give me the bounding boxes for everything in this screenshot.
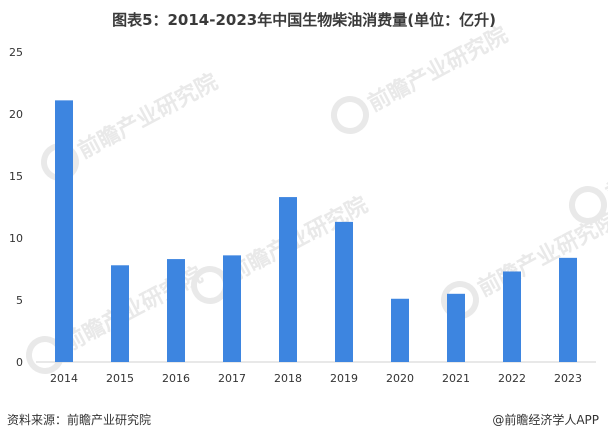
bar-2017 <box>223 255 241 362</box>
x-tick-label: 2016 <box>162 372 190 385</box>
bar-2021 <box>447 293 465 362</box>
bar-2019 <box>335 221 353 362</box>
watermark-text: 前瞻产业研究院 <box>364 22 512 117</box>
x-tick-label: 2019 <box>330 372 358 385</box>
watermark-logo: 前瞻产业研究院 <box>331 22 512 134</box>
bar-2016 <box>167 259 185 362</box>
y-axis: 0 5 10 15 20 25 <box>9 46 23 369</box>
x-tick-label: 2020 <box>386 372 414 385</box>
x-tick-label: 2014 <box>50 372 78 385</box>
bar-2023 <box>559 257 577 362</box>
brand-note: @前瞻经济学人APP <box>492 413 599 427</box>
y-tick-label: 0 <box>16 356 23 369</box>
bar-2018 <box>279 197 297 362</box>
y-tick-label: 15 <box>9 170 23 183</box>
x-tick-label: 2023 <box>554 372 582 385</box>
bar-2020 <box>391 298 409 362</box>
chart-title: 图表5：2014-2023年中国生物柴油消费量(单位：亿升) <box>112 11 496 29</box>
watermark-logo: 前瞻产业研究院 <box>569 112 608 224</box>
source-note: 资料来源：前瞻产业研究院 <box>7 413 152 427</box>
y-tick-label: 5 <box>16 294 23 307</box>
x-tick-label: 2018 <box>274 372 302 385</box>
bar-series <box>55 100 577 363</box>
bar-2022 <box>503 271 521 362</box>
y-tick-label: 25 <box>9 46 23 59</box>
x-axis: 2014 2015 2016 2017 2018 2019 2020 2021 2022 2023 <box>50 372 582 385</box>
bar-2014 <box>55 100 73 363</box>
x-tick-label: 2015 <box>106 372 134 385</box>
y-tick-label: 10 <box>9 232 23 245</box>
x-tick-label: 2021 <box>442 372 470 385</box>
x-tick-label: 2017 <box>218 372 246 385</box>
x-tick-label: 2022 <box>498 372 526 385</box>
watermark-text: 前瞻产业研究院 <box>602 112 608 207</box>
bar-2015 <box>111 265 129 362</box>
y-tick-label: 20 <box>9 108 23 121</box>
watermark-text: 前瞻产业研究院 <box>74 69 222 164</box>
